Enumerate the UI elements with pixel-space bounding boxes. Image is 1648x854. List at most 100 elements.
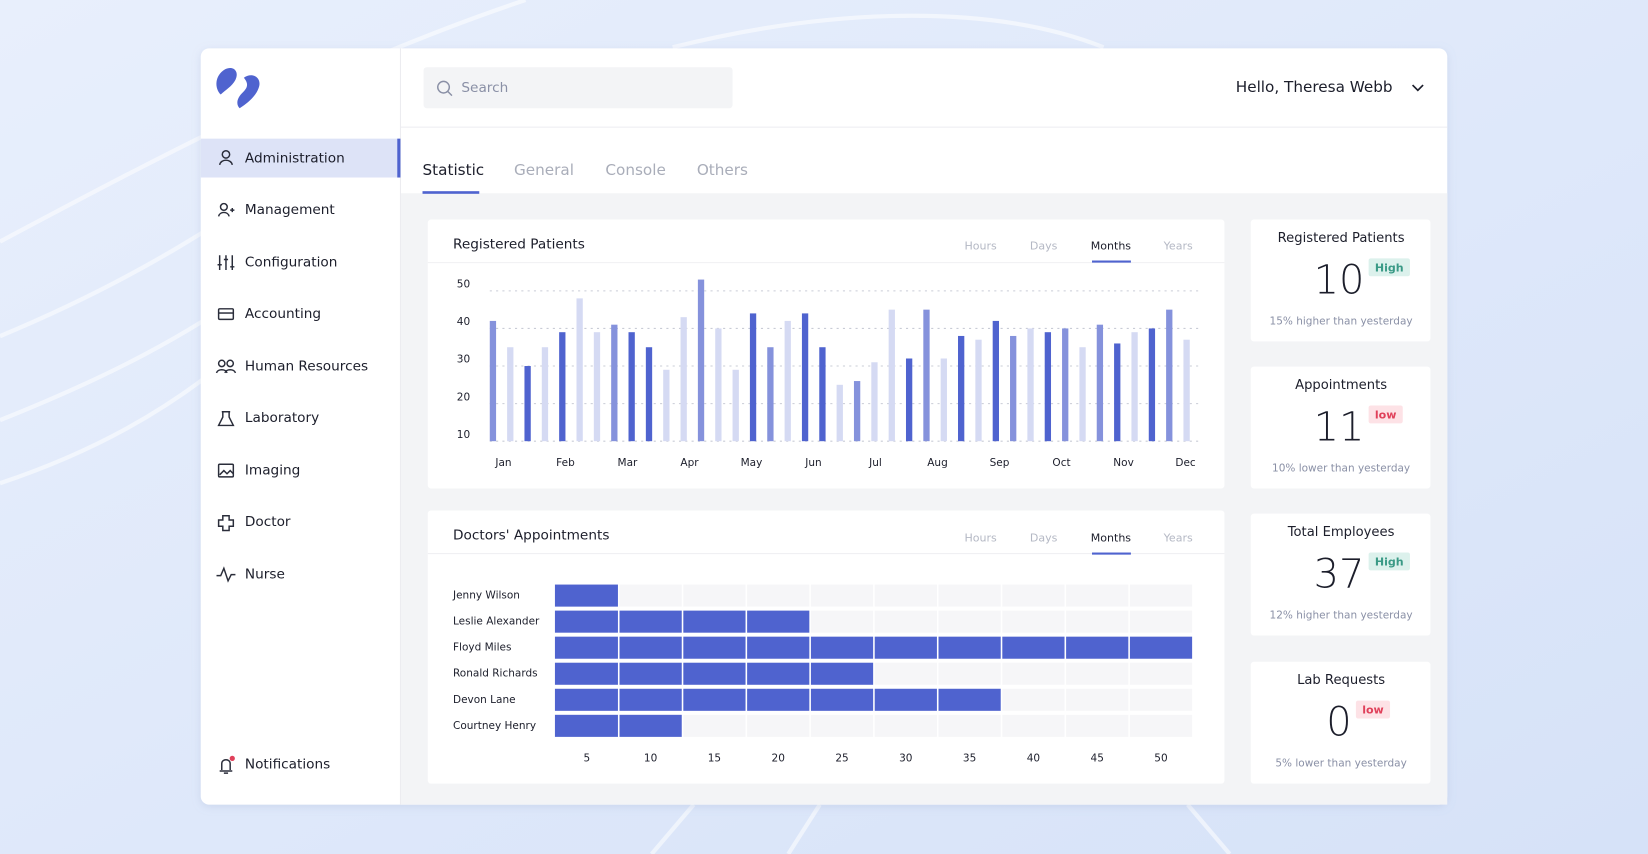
- x-tick-label: 10: [644, 752, 657, 764]
- bar: [1114, 343, 1121, 442]
- stat-card: [1250, 661, 1431, 784]
- time-filter[interactable]: Years: [1163, 531, 1193, 544]
- bar: [593, 332, 601, 442]
- time-filter[interactable]: Years: [1163, 239, 1193, 252]
- bar: [554, 688, 1002, 711]
- y-tick-label: 20: [457, 391, 470, 403]
- bar: [554, 662, 874, 685]
- active-nav-indicator: [397, 138, 401, 178]
- nav-item[interactable]: Administration: [245, 151, 345, 167]
- y-tick-label: 10: [457, 429, 470, 441]
- time-filter[interactable]: Months: [1091, 531, 1132, 544]
- x-tick-label: Sep: [990, 457, 1010, 469]
- bar: [663, 369, 670, 442]
- bar: [1079, 347, 1086, 442]
- x-tick-label: Jun: [804, 457, 821, 469]
- x-tick-label: 50: [1154, 752, 1167, 764]
- bar: [801, 313, 809, 442]
- bar: [1010, 335, 1017, 442]
- nav-item[interactable]: Human Resources: [245, 359, 368, 375]
- search-box[interactable]: [423, 67, 733, 109]
- nav-item[interactable]: Imaging: [245, 463, 300, 479]
- y-tick-label: Devon Lane: [453, 694, 516, 706]
- bar: [576, 298, 583, 442]
- stat-value: 0: [1326, 700, 1351, 746]
- stat-value: 11: [1314, 405, 1365, 451]
- bar: [853, 381, 861, 442]
- tab[interactable]: Console: [605, 161, 665, 179]
- x-tick-label: Jan: [494, 457, 511, 469]
- nav-item[interactable]: Accounting: [245, 306, 321, 322]
- stat-badge: low: [1375, 408, 1397, 421]
- x-tick-label: May: [741, 457, 763, 469]
- bar: [767, 347, 774, 442]
- chart-title: Doctors' Appointments: [453, 528, 609, 544]
- time-filter[interactable]: Hours: [964, 239, 997, 252]
- bar: [975, 339, 982, 442]
- nav-item[interactable]: Management: [245, 202, 336, 218]
- x-tick-label: 15: [708, 752, 721, 764]
- user-menu-chevron[interactable]: [1411, 84, 1424, 92]
- stat-value: 10: [1314, 257, 1365, 303]
- active-nav-bg: [200, 138, 401, 178]
- y-tick-label: Floyd Miles: [453, 642, 511, 654]
- x-tick-label: Mar: [618, 457, 638, 469]
- x-tick-label: 45: [1091, 752, 1104, 764]
- stat-title: Total Employees: [1287, 525, 1395, 540]
- tab[interactable]: Others: [697, 161, 748, 179]
- stat-badge-bg: [1355, 700, 1391, 719]
- stat-note: 15% higher than yesterday: [1270, 315, 1413, 327]
- stat-badge: low: [1362, 704, 1384, 717]
- time-filter[interactable]: Days: [1030, 531, 1058, 544]
- y-tick-label: 30: [457, 354, 470, 366]
- x-tick-label: Jul: [868, 457, 882, 469]
- y-tick-label: 50: [457, 279, 470, 291]
- stat-note: 5% lower than yesterday: [1275, 758, 1406, 770]
- y-tick-label: Leslie Alexander: [453, 616, 540, 628]
- stat-note: 12% higher than yesterday: [1270, 610, 1413, 622]
- bar: [697, 279, 705, 442]
- bar: [611, 324, 618, 442]
- bar: [1183, 339, 1190, 442]
- y-tick-label: Ronald Richards: [453, 668, 538, 680]
- bar: [819, 347, 826, 442]
- bar: [524, 366, 531, 442]
- user-greeting[interactable]: Hello, Theresa Webb: [1236, 78, 1393, 96]
- stat-badge: High: [1375, 555, 1404, 568]
- nav-item[interactable]: Laboratory: [245, 410, 319, 426]
- nav-item[interactable]: Doctor: [245, 514, 291, 530]
- tab[interactable]: General: [514, 161, 574, 179]
- nav-item[interactable]: Notifications: [245, 757, 330, 773]
- stat-title: Appointments: [1295, 378, 1387, 393]
- bar: [559, 332, 566, 442]
- x-tick-label: 5: [583, 752, 590, 764]
- bar: [1131, 332, 1138, 442]
- time-filter[interactable]: Months: [1091, 239, 1132, 252]
- stat-title: Registered Patients: [1278, 231, 1405, 246]
- search-icon: [437, 80, 453, 97]
- bar: [1096, 324, 1104, 442]
- active-tab-underline: [422, 191, 480, 194]
- bar: [628, 332, 635, 442]
- x-tick-label: Dec: [1175, 457, 1196, 469]
- bar: [732, 369, 739, 442]
- stat-title: Lab Requests: [1297, 673, 1385, 688]
- search-placeholder[interactable]: Search: [461, 80, 508, 96]
- time-filter[interactable]: Days: [1030, 239, 1058, 252]
- x-tick-label: 30: [899, 752, 912, 764]
- bar: [871, 362, 878, 442]
- bar: [958, 335, 965, 442]
- bar: [1166, 309, 1173, 442]
- bar: [905, 358, 913, 442]
- tab[interactable]: Statistic: [423, 161, 485, 179]
- nav-item[interactable]: Configuration: [245, 255, 338, 271]
- bar: [1044, 332, 1052, 442]
- chart-title: Registered Patients: [453, 237, 585, 253]
- stat-badge-bg: [1368, 405, 1403, 424]
- bar: [541, 347, 549, 442]
- bar: [784, 320, 791, 442]
- time-filter[interactable]: Hours: [964, 531, 997, 544]
- bar: [992, 320, 999, 442]
- nav-item[interactable]: Nurse: [245, 567, 285, 583]
